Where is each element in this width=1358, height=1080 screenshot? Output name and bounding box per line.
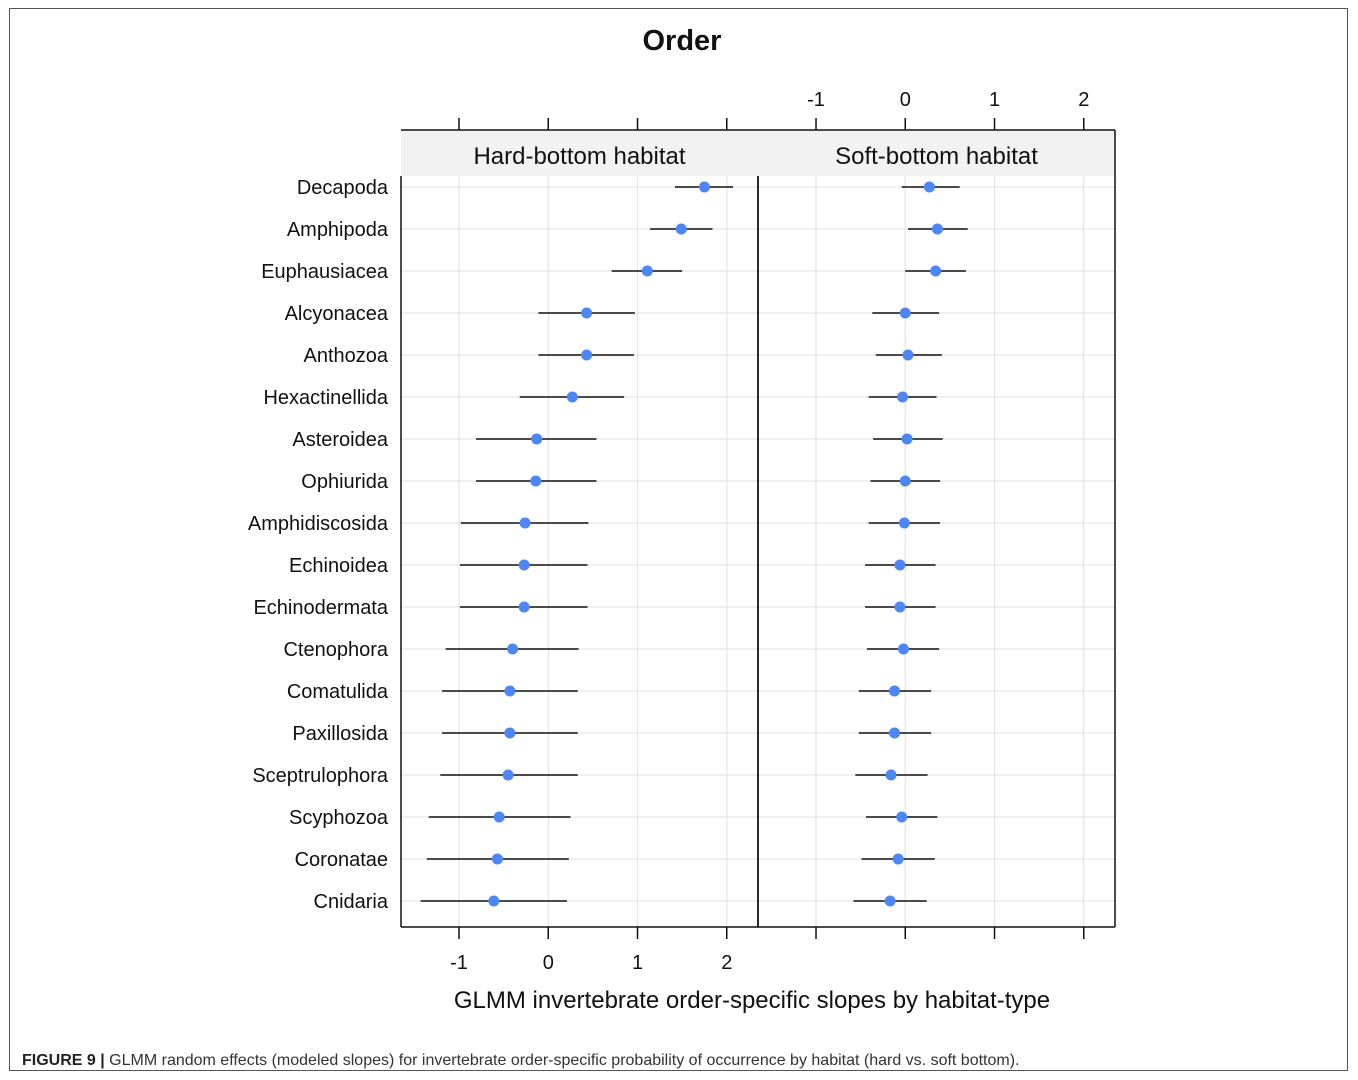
data-point bbox=[896, 811, 908, 823]
data-point bbox=[930, 265, 942, 277]
y-tick-label: Euphausiacea bbox=[261, 261, 389, 283]
data-point bbox=[899, 307, 911, 319]
y-tick-label: Sceptrulophora bbox=[252, 765, 389, 787]
chart: Order Hard-bottom habitat -1 0 1 2 Soft-botto… bbox=[248, 25, 1116, 1014]
x-tick-label: 2 bbox=[721, 952, 732, 974]
figure-label: FIGURE 9 | bbox=[22, 1052, 105, 1069]
figure-caption: FIGURE 9 | GLMM random effects (modeled … bbox=[22, 1052, 1020, 1070]
data-point bbox=[531, 433, 543, 445]
x-axis-label: GLMM invertebrate order-specific slopes … bbox=[454, 987, 1050, 1014]
data-point bbox=[581, 307, 593, 319]
data-point bbox=[641, 265, 653, 277]
data-point bbox=[899, 475, 911, 487]
y-tick-label: Decapoda bbox=[297, 177, 389, 199]
y-tick-label: Comatulida bbox=[287, 681, 389, 703]
data-point bbox=[566, 391, 578, 403]
data-point bbox=[901, 433, 913, 445]
x-tick-label: 1 bbox=[989, 89, 1000, 111]
y-tick-label: Asteroidea bbox=[292, 429, 388, 451]
y-tick-label: Echinodermata bbox=[253, 597, 388, 619]
data-point bbox=[493, 811, 505, 823]
y-tick-label: Ctenophora bbox=[283, 639, 388, 661]
data-point bbox=[488, 895, 500, 907]
x-tick-label: 0 bbox=[900, 89, 911, 111]
chart-title: Order bbox=[643, 25, 722, 57]
x-tick-label: 0 bbox=[543, 952, 554, 974]
y-tick-label: Coronatae bbox=[295, 849, 388, 871]
data-point bbox=[698, 181, 710, 193]
panel-strip-label: Hard-bottom habitat bbox=[473, 143, 685, 170]
x-tick-label: 1 bbox=[632, 952, 643, 974]
data-point bbox=[894, 559, 906, 571]
data-point bbox=[675, 223, 687, 235]
data-point bbox=[923, 181, 935, 193]
data-point bbox=[889, 685, 901, 697]
y-tick-label: Cnidaria bbox=[314, 891, 389, 913]
y-tick-label: Anthozoa bbox=[303, 345, 388, 367]
panel-strip bbox=[758, 130, 1115, 176]
data-point bbox=[897, 643, 909, 655]
data-point bbox=[889, 727, 901, 739]
data-point bbox=[491, 853, 503, 865]
data-point bbox=[902, 349, 914, 361]
data-point bbox=[884, 895, 896, 907]
y-tick-label: Hexactinellida bbox=[263, 387, 388, 409]
data-point bbox=[898, 517, 910, 529]
figure-frame bbox=[9, 8, 1348, 1071]
y-tick-label: Paxillosida bbox=[292, 723, 388, 745]
data-point bbox=[530, 475, 542, 487]
y-tick-label: Scyphozoa bbox=[289, 807, 389, 829]
data-point bbox=[581, 349, 593, 361]
y-tick-label: Amphidiscosida bbox=[248, 513, 389, 535]
panel-strip-label: Soft-bottom habitat bbox=[835, 143, 1038, 170]
y-tick-label: Ophiurida bbox=[301, 471, 389, 493]
x-tick-label: -1 bbox=[450, 952, 468, 974]
panel-strip bbox=[401, 130, 758, 176]
x-tick-label: 2 bbox=[1078, 89, 1089, 111]
data-point bbox=[502, 769, 514, 781]
data-point bbox=[504, 685, 516, 697]
data-point bbox=[518, 559, 530, 571]
data-point bbox=[894, 601, 906, 613]
y-tick-label: Alcyonacea bbox=[285, 303, 389, 325]
caption-text: GLMM random effects (modeled slopes) for… bbox=[104, 1052, 1020, 1069]
data-point bbox=[885, 769, 897, 781]
data-point bbox=[507, 643, 519, 655]
y-tick-label: Echinoidea bbox=[289, 555, 389, 577]
x-tick-label: -1 bbox=[807, 89, 825, 111]
data-point bbox=[519, 517, 531, 529]
data-point bbox=[892, 853, 904, 865]
data-point bbox=[518, 601, 530, 613]
data-point bbox=[931, 223, 943, 235]
data-point bbox=[504, 727, 516, 739]
y-tick-label: Amphipoda bbox=[287, 219, 389, 241]
data-point bbox=[897, 391, 909, 403]
